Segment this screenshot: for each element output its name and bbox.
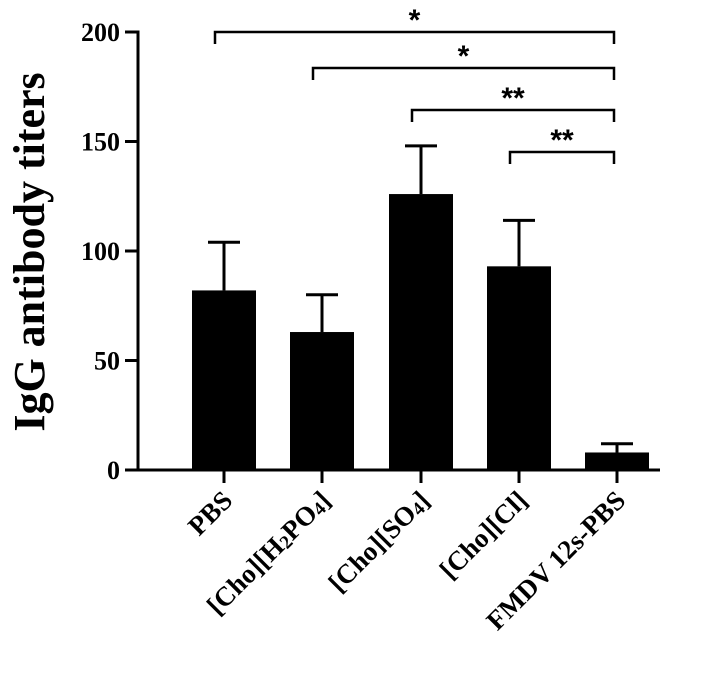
significance-label: * — [458, 40, 470, 73]
bars — [192, 194, 649, 470]
significance-bracket — [508, 150, 616, 164]
y-axis-label: IgG antibody titers — [5, 72, 54, 431]
category-label: [Cho][SO4] — [322, 485, 436, 599]
y-tick-label: 150 — [81, 128, 120, 157]
error-bars — [208, 144, 633, 453]
bar — [290, 332, 354, 470]
significance-bracket — [410, 108, 616, 122]
axes: 0 50 100 150 200 — [81, 18, 660, 485]
significance-label: * — [409, 4, 421, 37]
bar — [192, 290, 256, 470]
significance-label: ** — [550, 124, 574, 157]
y-tick-label: 50 — [94, 347, 120, 376]
significance-bracket — [311, 66, 616, 80]
bar — [585, 452, 649, 470]
bar — [487, 266, 551, 470]
y-tick-label: 100 — [81, 237, 120, 266]
significance-bracket — [213, 30, 616, 44]
bar — [389, 194, 453, 470]
significance-brackets: ****** — [213, 4, 616, 164]
category-label: PBS — [182, 485, 238, 541]
y-tick-label: 200 — [81, 18, 120, 47]
significance-label: ** — [501, 82, 525, 115]
category-labels: PBS[Cho][H2PO4][Cho][SO4][Cho][Cl]FMDV 1… — [182, 485, 631, 636]
category-label: [Cho][Cl] — [434, 485, 534, 585]
y-tick-label: 0 — [107, 456, 120, 485]
